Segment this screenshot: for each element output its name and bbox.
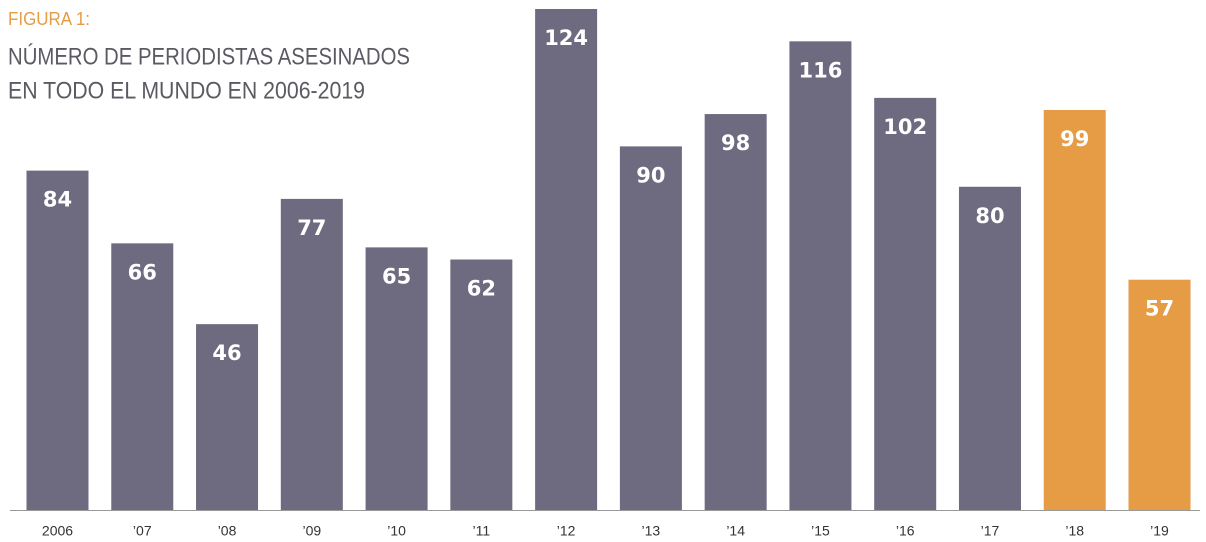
bar: [450, 259, 513, 510]
x-tick-label: ’15: [811, 523, 830, 539]
bar: [874, 97, 937, 511]
bar: [365, 247, 428, 510]
bar: [958, 186, 1021, 510]
value-label: 57: [1145, 297, 1174, 321]
x-tick-label: ’08: [218, 523, 237, 539]
figure-label: FIGURA 1:: [8, 9, 90, 29]
x-tick-label: ’07: [133, 523, 152, 539]
bar: [1043, 110, 1106, 511]
x-tick-label: ’09: [302, 523, 321, 539]
x-tick-label: ’18: [1065, 523, 1084, 539]
value-label: 90: [636, 163, 665, 187]
value-label: 116: [799, 58, 843, 82]
value-label: 99: [1060, 127, 1089, 151]
x-tick-label: ’16: [896, 523, 915, 539]
x-tick-label: ’14: [726, 523, 745, 539]
bar: [535, 9, 598, 510]
value-label: 98: [721, 131, 750, 155]
value-label: 66: [128, 260, 157, 284]
x-tick-label: ’12: [557, 523, 576, 539]
bar: [1128, 279, 1191, 510]
value-label: 77: [297, 216, 326, 240]
value-label: 124: [544, 26, 588, 50]
x-tick-label: ’10: [387, 523, 406, 539]
bar: [26, 170, 89, 510]
value-label: 46: [212, 341, 241, 365]
x-tick-label: 2006: [42, 523, 73, 539]
bar: [789, 41, 852, 511]
value-label: 84: [43, 188, 72, 212]
x-tick-label: ’17: [981, 523, 1000, 539]
bar: [280, 198, 343, 511]
value-label: 65: [382, 264, 411, 288]
value-label: 80: [975, 204, 1004, 228]
chart-title-line: EN TODO EL MUNDO EN 2006-2019: [8, 77, 365, 104]
x-tick-label: ’19: [1150, 523, 1169, 539]
value-label: 102: [883, 115, 927, 139]
x-tick-label: ’11: [473, 523, 491, 539]
bar: [619, 146, 682, 510]
bar: [196, 324, 259, 510]
value-label: 62: [467, 277, 496, 301]
chart-title-line: NÚMERO DE PERIODISTAS ASESINADOS: [8, 43, 410, 70]
x-tick-label: ’13: [642, 523, 661, 539]
bar: [704, 114, 767, 510]
bar: [111, 243, 174, 510]
